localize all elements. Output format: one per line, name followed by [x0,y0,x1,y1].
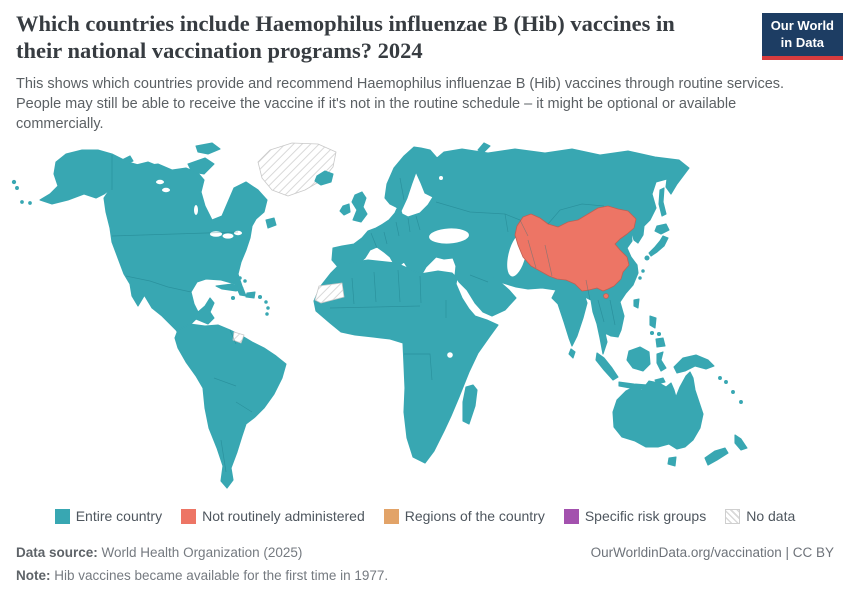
great-lakes [156,179,242,239]
world-choropleth-map[interactable] [0,140,850,505]
map-region-north-america[interactable] [11,142,277,340]
data-source-line: Data source: World Health Organization (… [16,542,834,565]
map-region-indonesia[interactable] [595,346,667,390]
data-source-text: World Health Organization (2025) [97,545,303,560]
legend-swatch-not-routinely-administered [181,508,197,524]
owid-logo-line1: Our World [770,18,834,33]
legend-item-no-data[interactable]: No data [725,508,795,524]
map-region-greenland[interactable] [257,142,337,197]
chart-footer: Data source: World Health Organization (… [16,542,834,588]
owid-logo[interactable]: Our World in Data [761,13,843,60]
legend-swatch-specific-risk-groups [563,508,579,524]
legend-item-specific-risk-groups[interactable]: Specific risk groups [563,508,707,524]
black-sea [429,228,469,244]
note-text: Hib vaccines became available for the fi… [50,567,389,583]
map-region-japan[interactable] [638,223,670,280]
map-region-madagascar[interactable] [462,384,478,425]
legend-item-entire-country[interactable]: Entire country [54,508,163,524]
legend-label: Not routinely administered [202,508,365,524]
legend-label: Specific risk groups [584,508,707,524]
map-legend: Entire country Not routinely administere… [0,508,850,524]
credit-link[interactable]: OurWorldinData.org/vaccination | CC BY [590,545,834,560]
lake-victoria [447,352,453,358]
legend-item-not-routinely-administered[interactable]: Not routinely administered [181,508,365,524]
legend-label: No data [746,508,796,524]
map-region-south-america[interactable] [174,323,287,489]
map-region-africa[interactable] [313,259,499,464]
owid-logo-line2: in Data [780,34,825,50]
country-borders [111,155,616,473]
note-label: Note: [16,567,51,583]
legend-swatch-entire-country [54,508,70,524]
map-region-australia[interactable] [612,371,704,467]
legend-swatch-no-data [725,508,741,524]
lake-ladoga [439,176,443,180]
map-region-sri-lanka[interactable] [568,348,576,359]
map-region-caribbean[interactable] [215,276,270,316]
map-region-british-isles[interactable] [339,191,368,223]
chart-header: Which countries include Haemophilus infl… [16,10,784,134]
legend-label: Regions of the country [404,508,545,524]
map-region-sakhalin[interactable] [658,187,667,217]
legend-swatch-regions-of-the-country [383,508,399,524]
map-region-iceland[interactable] [314,170,334,186]
chart-title: Which countries include Haemophilus infl… [16,11,675,64]
map-region-western-sahara[interactable] [314,282,345,304]
map-region-french-guiana[interactable] [232,331,245,344]
legend-label: Entire country [75,508,163,524]
legend-item-regions-of-the-country[interactable]: Regions of the country [383,508,545,524]
data-source-label: Data source: [16,545,98,560]
map-region-new-guinea[interactable] [673,354,715,374]
map-region-china[interactable] [514,205,637,299]
note-line: Note: Hib vaccines became available for … [16,565,834,588]
chart-subtitle: This shows which countries provide and r… [16,75,785,132]
map-region-philippines[interactable] [649,315,666,348]
map-region-taiwan[interactable] [633,298,640,309]
map-region-new-zealand[interactable] [704,434,748,466]
map-region-pacific-islands[interactable] [718,376,743,404]
